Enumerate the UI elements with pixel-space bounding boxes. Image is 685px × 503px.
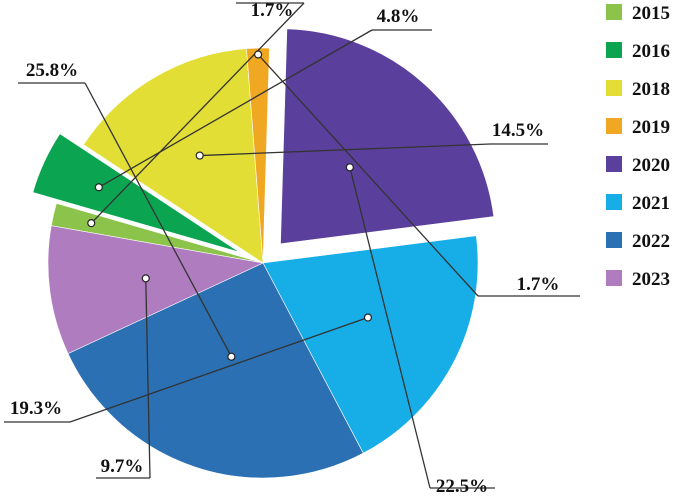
legend-label-2019: 2019 bbox=[632, 117, 670, 138]
slice-labels: 1.7% 4.8% 14.5% 1.7% 22.5% 19.3% 25.8% 9.7% bbox=[4, 0, 580, 497]
label-anchor-2016 bbox=[94, 183, 103, 192]
legend-swatch-2016 bbox=[606, 42, 622, 58]
slice-2018 bbox=[83, 48, 264, 264]
leader-line-2022 bbox=[84, 82, 232, 358]
label-anchor-2023 bbox=[141, 274, 150, 283]
slice-2021 bbox=[262, 235, 479, 454]
slice-value-label-2022: 25.8% bbox=[26, 60, 78, 81]
leader-line-2021 bbox=[69, 316, 369, 423]
label-anchor-2020 bbox=[345, 163, 354, 172]
slice-2019 bbox=[246, 47, 270, 264]
slice-2016 bbox=[32, 133, 240, 253]
legend-swatch-2023 bbox=[606, 270, 622, 286]
label-anchor-2015 bbox=[87, 219, 96, 228]
legend-swatch-2020 bbox=[606, 156, 622, 172]
slice-value-label-2020: 22.5% bbox=[436, 476, 488, 497]
label-anchor-2021 bbox=[363, 313, 373, 322]
slice-2020 bbox=[280, 28, 495, 245]
legend-swatch-2019 bbox=[606, 118, 622, 134]
leader-line-2016 bbox=[98, 29, 373, 188]
label-anchor-2022 bbox=[227, 352, 236, 361]
slice-value-label-2021: 19.3% bbox=[10, 398, 62, 419]
label-anchor-2019 bbox=[254, 50, 263, 59]
legend-label-2018: 2018 bbox=[632, 79, 670, 100]
legend-swatch-2015 bbox=[606, 4, 622, 20]
slice-value-label-2016: 4.8% bbox=[377, 6, 420, 27]
legend-label-2015: 2015 bbox=[632, 3, 670, 24]
slice-value-label-2019: 1.7% bbox=[517, 274, 560, 295]
leader-line-2020 bbox=[349, 167, 431, 489]
legend-label-2023: 2023 bbox=[632, 269, 670, 290]
slice-value-label-2023: 9.7% bbox=[101, 456, 144, 477]
legend-label-2016: 2016 bbox=[632, 41, 670, 62]
slice-2023 bbox=[47, 225, 264, 354]
legend-label-2022: 2022 bbox=[632, 231, 670, 252]
legend-label-2020: 2020 bbox=[632, 155, 670, 176]
slice-value-label-2015: 1.7% bbox=[251, 0, 294, 21]
legend-swatch-2018 bbox=[606, 80, 622, 96]
slice-value-label-2018: 14.5% bbox=[492, 120, 544, 141]
label-anchor-2018 bbox=[195, 151, 204, 160]
leader-line-2015 bbox=[90, 2, 305, 224]
legend: 2015 2016 2018 2019 2020 2021 2022 2023 bbox=[606, 3, 670, 290]
leader-line-2023 bbox=[145, 278, 151, 479]
legend-swatch-2021 bbox=[606, 194, 622, 210]
legend-swatch-2022 bbox=[606, 232, 622, 248]
legend-label-2021: 2021 bbox=[632, 193, 670, 214]
leader-line-2019 bbox=[257, 54, 479, 297]
